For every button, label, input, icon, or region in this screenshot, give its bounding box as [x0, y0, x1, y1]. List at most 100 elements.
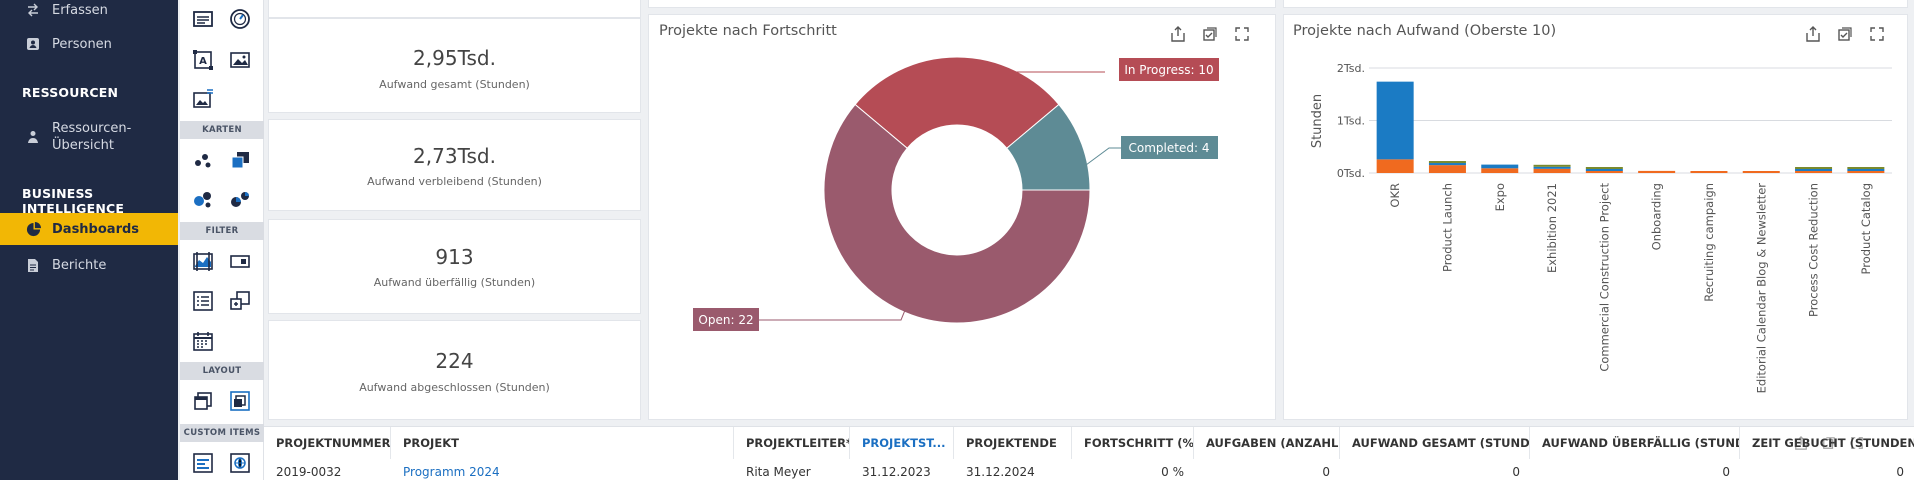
combobox-filter-widget-icon[interactable]	[227, 248, 253, 274]
toolbox-header-karten: KARTEN	[180, 121, 264, 139]
label-box-in-progress	[1119, 58, 1219, 81]
tab-container-layout-icon[interactable]	[227, 388, 253, 414]
tree-filter-widget-icon[interactable]	[227, 288, 253, 314]
bar-segment[interactable]	[1847, 171, 1885, 173]
gauge-widget-icon[interactable]	[227, 6, 253, 32]
table-cell: 0	[1512, 465, 1520, 479]
donut-slice-open[interactable]	[823, 103, 1091, 324]
bar-segment[interactable]	[1638, 170, 1676, 173]
nav-label-line1: Ressourcen-	[52, 121, 132, 136]
card-actions	[1169, 25, 1251, 43]
nav-item-ressourcen-uebersicht[interactable]: Ressourcen- Übersicht	[0, 118, 178, 156]
bar-segment[interactable]	[1690, 171, 1728, 173]
export-icon[interactable]	[1804, 25, 1822, 43]
maximize-icon[interactable]	[1850, 435, 1864, 454]
x-tick-label: Commercial Construction Project	[1597, 183, 1611, 372]
custom-chart-widget-icon[interactable]	[190, 450, 216, 476]
bar-segment[interactable]	[1847, 169, 1885, 171]
column-header[interactable]: PROJEKTST...↓	[850, 427, 954, 459]
bar-segment[interactable]	[1376, 159, 1414, 173]
bar-segment[interactable]	[1428, 165, 1466, 173]
kpi-label: Aufwand überfällig (Stunden)	[373, 276, 536, 289]
image-widget-icon[interactable]	[227, 47, 253, 73]
multiselect-icon[interactable]	[1822, 435, 1836, 454]
maximize-icon[interactable]	[1868, 25, 1886, 43]
leader-line-open	[759, 297, 911, 321]
nav-label: Berichte	[52, 257, 107, 273]
y-axis-title: Stunden	[1310, 94, 1325, 148]
transfer-icon	[24, 1, 42, 19]
scatter-map-widget-icon[interactable]	[190, 147, 216, 173]
column-header[interactable]: AUFWAND ÜBERFÄLLIG (STUNDE...	[1530, 427, 1740, 459]
leader-line-in-progress	[956, 71, 1105, 100]
section-business-intelligence: BUSINESS INTELLIGENCE	[22, 186, 125, 216]
kpi-card-aufwand-verbleibend: 2,73Tsd. Aufwand verbleibend (Stunden)	[268, 119, 641, 211]
bar-segment[interactable]	[1428, 163, 1466, 166]
nav-item-dashboards[interactable]: Dashboards	[0, 213, 178, 245]
column-header[interactable]: PROJEKTLEITER*...	[734, 427, 850, 459]
bar-segment[interactable]	[1481, 164, 1519, 169]
web-page-widget-icon[interactable]	[227, 450, 253, 476]
document-icon	[24, 256, 42, 274]
table-cell: 0	[1322, 465, 1330, 479]
text-box-widget-icon[interactable]: A	[190, 47, 216, 73]
bar-segment[interactable]	[1585, 171, 1623, 173]
x-tick-label: Product Launch	[1440, 183, 1454, 272]
bar-segment[interactable]	[1533, 168, 1571, 173]
column-header[interactable]: PROJEKTENDE	[954, 427, 1072, 459]
bubble-map-widget-icon[interactable]	[190, 186, 216, 212]
group-layout-icon[interactable]	[190, 388, 216, 414]
choropleth-widget-icon[interactable]	[227, 147, 253, 173]
donut-slice-in-progress[interactable]	[854, 56, 1060, 149]
bar-segment[interactable]	[1742, 171, 1780, 173]
bar-segment[interactable]	[1795, 167, 1833, 169]
pie-chart-icon	[24, 220, 42, 238]
column-header[interactable]: PROJEKTNUMMER	[264, 427, 391, 459]
nav-item-berichte[interactable]: Berichte	[0, 254, 178, 276]
list-filter-widget-icon[interactable]	[190, 288, 216, 314]
column-header[interactable]: AUFGABEN (ANZAHL)	[1194, 427, 1340, 459]
multiselect-icon[interactable]	[1836, 25, 1854, 43]
bound-image-widget-icon[interactable]	[190, 86, 216, 112]
column-header[interactable]: FORTSCHRITT (%)	[1072, 427, 1194, 459]
range-filter-widget-icon[interactable]	[190, 248, 216, 274]
x-tick-label: Onboarding	[1650, 183, 1664, 250]
label-box-completed	[1121, 136, 1218, 159]
bar-chart-card: Projekte nach Aufwand (Oberste 10) Stund…	[1283, 14, 1908, 420]
export-icon[interactable]	[1169, 25, 1187, 43]
multiselect-icon[interactable]	[1201, 25, 1219, 43]
table-cell: 31.12.2024	[966, 465, 1035, 479]
label-in-progress: In Progress: 10	[1124, 63, 1213, 77]
bar-segment[interactable]	[1585, 167, 1623, 169]
y-tick-label: 1Tsd.	[1337, 115, 1365, 128]
x-tick-label: Editorial Calendar Blog & Newsletter	[1754, 183, 1768, 394]
table-card-actions	[1794, 435, 1864, 454]
nav-item-personen[interactable]: Personen	[0, 33, 178, 55]
bar-segment[interactable]	[1481, 168, 1519, 173]
nav-item-erfassen[interactable]: Erfassen	[0, 0, 178, 20]
card-actions	[1804, 25, 1886, 43]
table-cell: 2019-0032	[276, 465, 342, 479]
pie-map-widget-icon[interactable]	[227, 186, 253, 212]
bar-segment[interactable]	[1428, 161, 1466, 164]
project-link[interactable]: Programm 2024	[403, 465, 500, 479]
bar-segment[interactable]	[1585, 169, 1623, 171]
chart-card-partial	[1283, 0, 1908, 8]
bar-segment[interactable]	[1533, 164, 1571, 167]
bar-segment[interactable]	[1847, 167, 1885, 169]
bar-segment[interactable]	[1533, 166, 1571, 169]
bar-segment[interactable]	[1795, 171, 1833, 173]
nav-label: Dashboards	[52, 221, 140, 237]
bar-segment[interactable]	[1376, 81, 1414, 160]
column-header[interactable]: PROJEKT	[391, 427, 734, 459]
table-cell: 31.12.2023	[862, 465, 931, 479]
person-card-icon	[24, 35, 42, 53]
column-header[interactable]: AUFWAND GESAMT (STUNDEN)	[1340, 427, 1530, 459]
chart-card-partial	[648, 0, 1276, 8]
toolbox-header-layout: LAYOUT	[180, 362, 264, 380]
bar-segment[interactable]	[1795, 169, 1833, 171]
date-filter-widget-icon[interactable]	[190, 328, 216, 354]
export-icon[interactable]	[1794, 435, 1808, 454]
grid-widget-icon[interactable]	[190, 6, 216, 32]
maximize-icon[interactable]	[1233, 25, 1251, 43]
